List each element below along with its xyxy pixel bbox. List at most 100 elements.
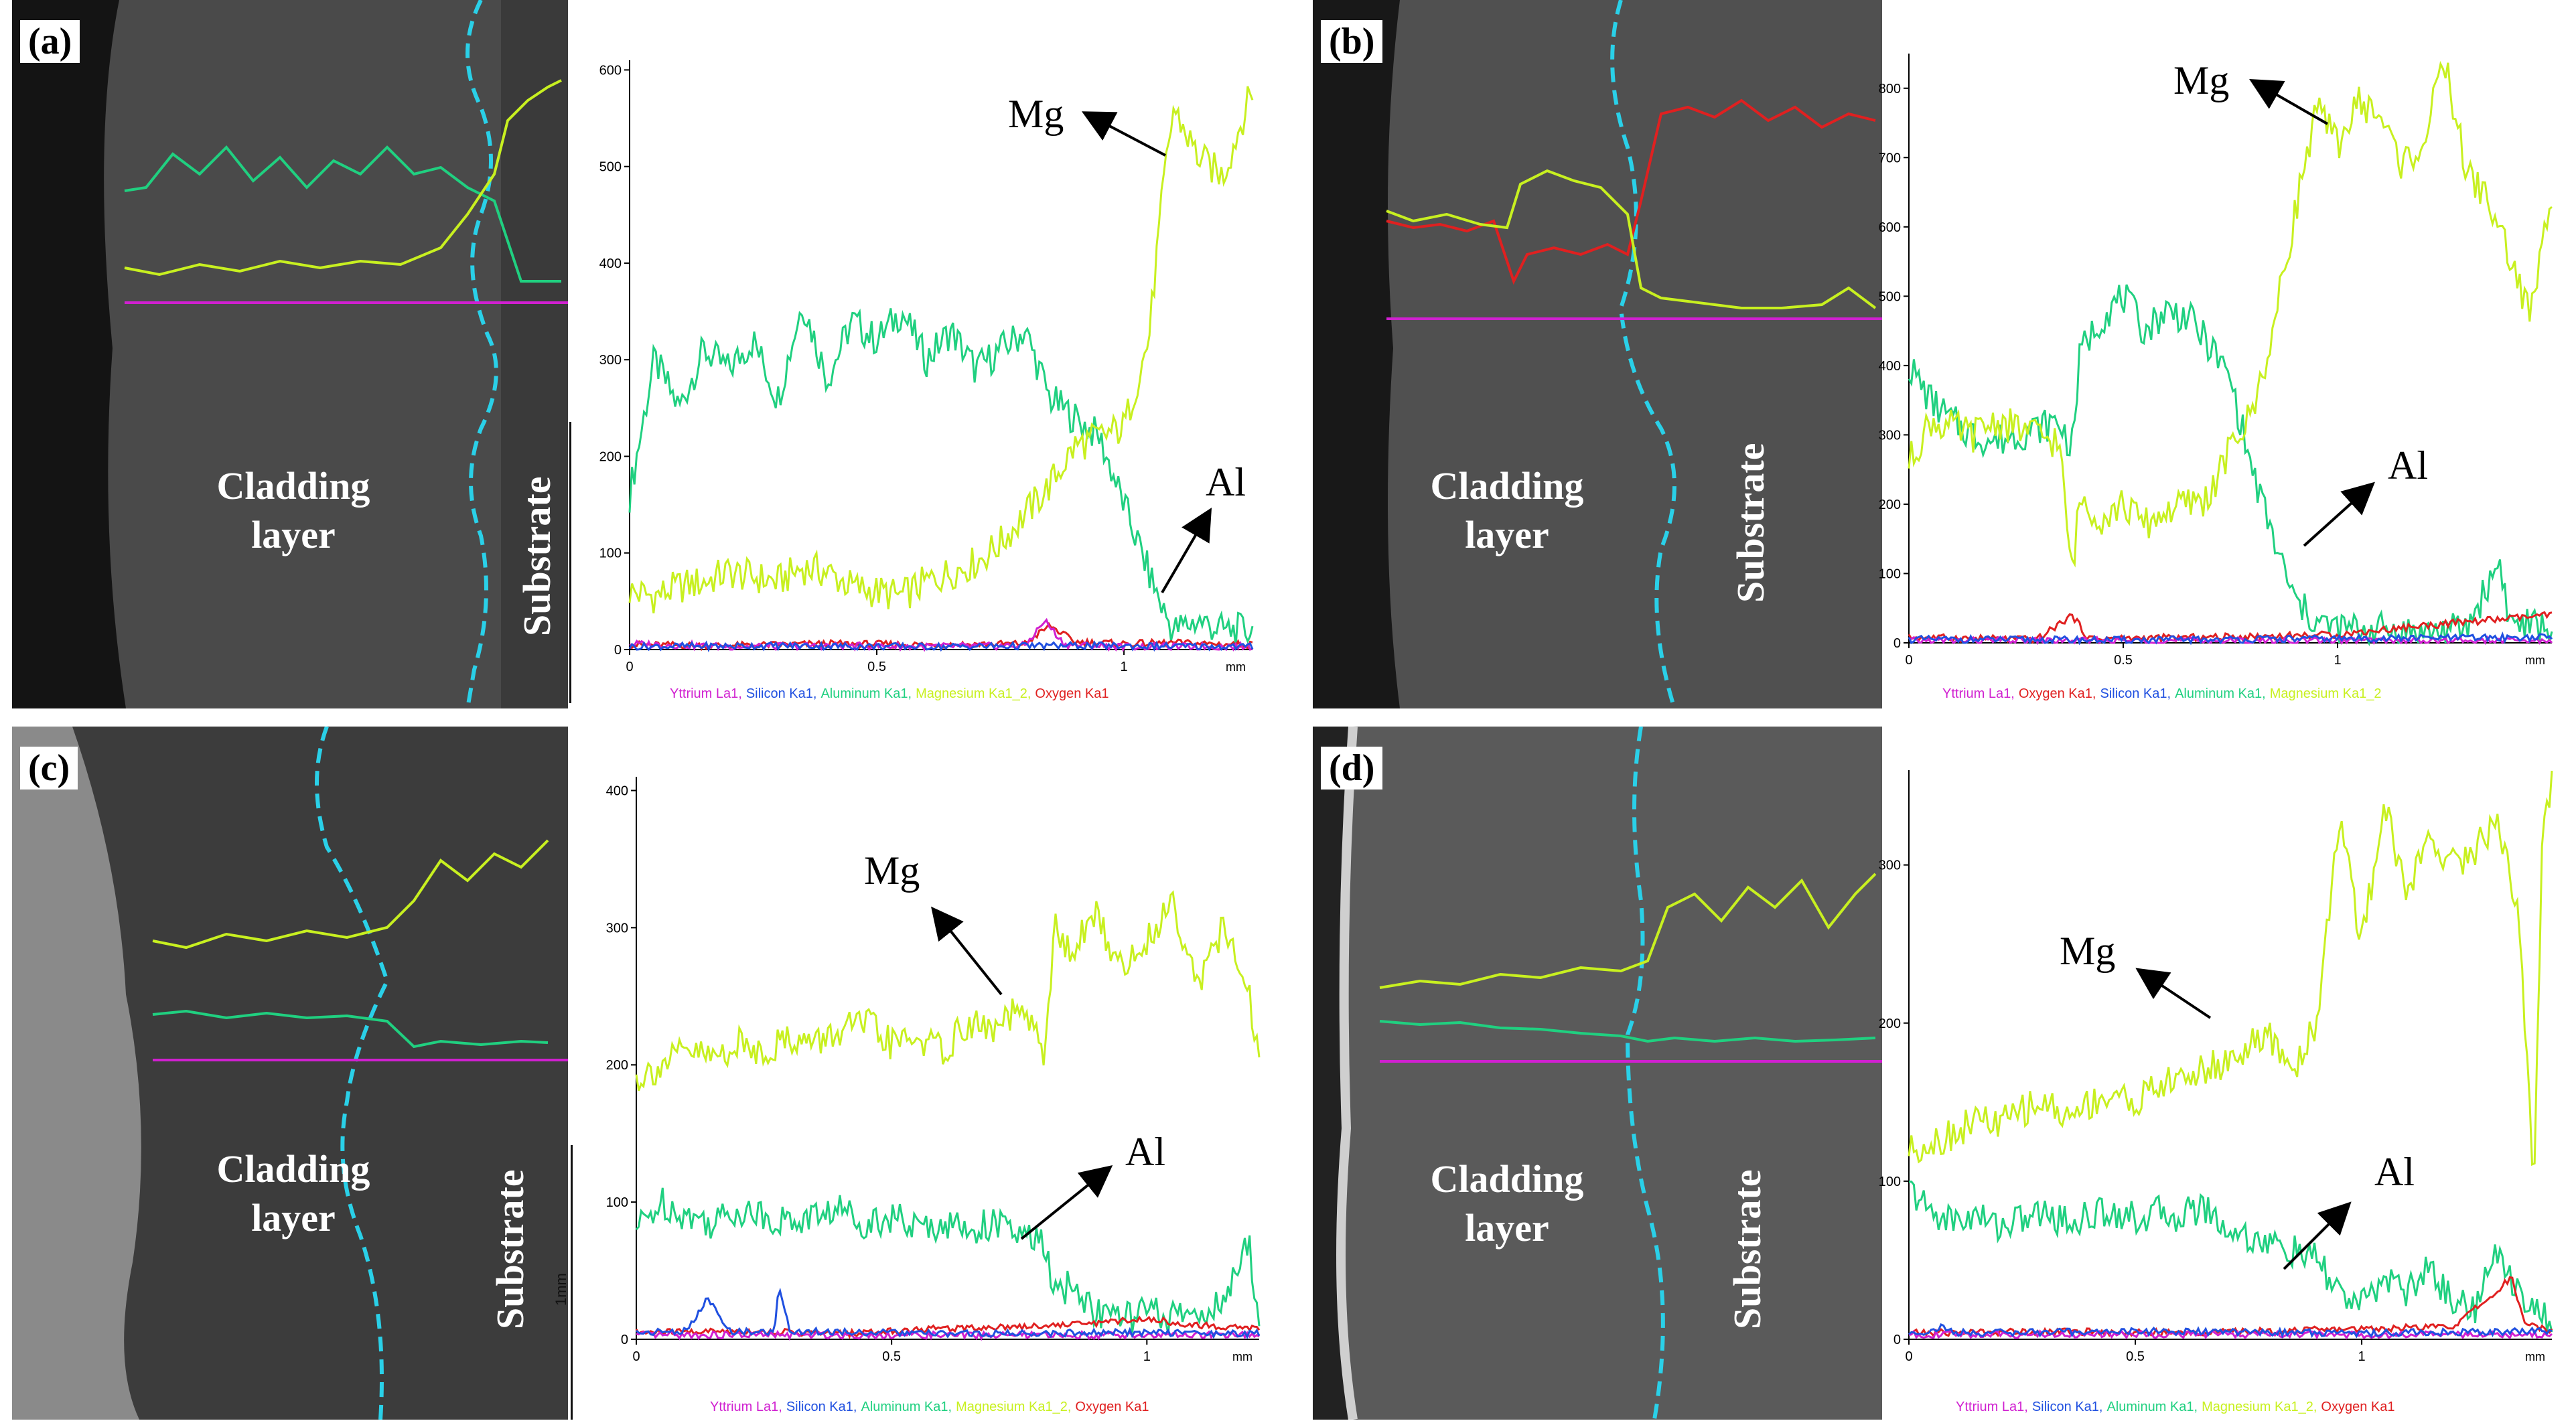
y-tick-label: 500 [1879,289,1901,304]
y-tick-label: 600 [599,63,622,78]
arrow-mg-b2 [2303,481,2375,547]
sem-overlay-al [1386,169,1877,309]
series-line-yttrium [636,1329,1260,1341]
x-tick-label: 0.5 [882,1349,901,1364]
x-axis-label: mm [1232,1350,1253,1363]
x-tick-label: 0 [632,1349,640,1364]
cladding-label-b: Cladding layer [1430,464,1584,556]
legend-entry: Aluminum Ka1, [2175,686,2266,701]
panel-label-b: (b) [1321,20,1383,63]
y-tick-label: 800 [1879,82,1901,96]
arrow-mg-a [1081,111,1166,157]
y-tick-label: 300 [599,353,622,368]
legend-entry: Oxygen Ka1 [2321,1400,2395,1414]
sem-dark-edge [12,0,126,708]
sem-overlay-al [1379,1020,1876,1043]
boundary-line [466,0,498,708]
series-line-yttrium [629,617,1253,652]
legend-a: Yttrium La1, Silicon Ka1, Aluminum Ka1, Mag… [670,686,1113,702]
sem-overlay-mg [1386,98,1876,285]
legend-entry: Aluminum Ka1, [2106,1400,2198,1414]
y-tick-label: 100 [606,1195,628,1210]
annotation-al-d: Al [2374,1150,2415,1194]
series-line-aluminum [628,308,1254,647]
legend-d: Yttrium La1, Silicon Ka1, Aluminum Ka1, Mag… [1956,1400,2399,1415]
y-tick-label: 300 [1879,858,1901,873]
sem-svg-b [1313,0,1882,708]
boundary-line [1625,727,1665,1420]
annotation-al-b: Al [2388,443,2428,487]
y-tick-label: 400 [1879,359,1901,374]
y-tick-label: 200 [1879,498,1901,512]
legend-entry: Yttrium La1, [1942,686,2015,701]
panel-label-a: (a) [20,20,80,63]
x-tick-label: 0 [1905,653,1912,668]
boundary-line [315,727,390,1420]
x-tick-label: 1 [1121,660,1128,674]
chart-c: 0 100 200 300 400 0 0.5 1 mm [606,777,1261,1364]
sem-svg-d [1313,727,1882,1420]
arrow-mg-b [2249,79,2328,125]
sem-background [1313,0,1882,708]
legend-entry: Oxygen Ka1 [1075,1400,1149,1414]
cladding-label-d: Cladding layer [1430,1157,1584,1250]
legend-c: Yttrium La1, Silicon Ka1, Aluminum Ka1, Mag… [710,1400,1153,1415]
legend-entry: Magnesium Ka1_2, [2202,1400,2317,1414]
series-line-oxygen [635,1315,1261,1339]
legend-entry: Magnesium Ka1_2, [916,686,1031,701]
sem-dark-edge [1313,0,1400,708]
arrow-al-c [1020,1165,1113,1240]
sem-overlay-mg [124,79,562,277]
legend-entry: Aluminum Ka1, [820,686,912,701]
annotation-mg-d: Mg [2060,929,2116,973]
x-tick-label: 0.5 [867,660,886,674]
series-line-silicon [1908,631,2553,646]
chart-b: 0 100 200 300 400 500 600 700 800 0 0.5 1 mm [1879,54,2553,668]
arrow-mg-d [2135,968,2212,1019]
x-tick-label: 1 [1143,1349,1151,1364]
y-tick-label: 400 [606,783,628,798]
legend-entry: Silicon Ka1, [2100,686,2171,701]
legend-entry: Yttrium La1, [1956,1400,2028,1414]
y-tick-label: 500 [599,160,622,175]
y-tick-label: 100 [1879,1175,1901,1189]
annotation-mg-a: Mg [1008,92,1064,136]
legend-entry: Magnesium Ka1_2 [2269,686,2382,701]
legend-entry: Yttrium La1, [710,1400,782,1414]
series-line-aluminum [635,1187,1261,1335]
sem-substrate-shade [501,0,568,708]
series-line-oxygen [1908,1276,2553,1338]
y-tick-label: 200 [1879,1017,1901,1031]
sem-image-d: (d) Cladding layer Substrate [1313,727,1882,1420]
sem-overlay-mg [1379,873,1877,989]
annotation-mg-b: Mg [2173,58,2230,102]
cladding-label-c: Cladding layer [216,1147,370,1240]
sem-overlay-al [152,1009,549,1049]
sem-overlay-al [124,145,561,283]
series-line-aluminum [1908,284,2553,647]
sem-svg-a [12,0,568,708]
sem-background [1313,727,1882,1420]
legend-b: Yttrium La1, Oxygen Ka1, Silicon Ka1, Alumi… [1942,686,2385,702]
sem-svg-c [12,727,568,1420]
series-line-silicon [628,640,1254,653]
legend-entry: Oxygen Ka1 [1035,686,1109,701]
chart-a: 0 100 200 300 400 500 600 0 0.5 1 mm [599,60,1254,674]
panel-label-c: (c) [20,747,78,790]
annotation-al-c: Al [1125,1130,1165,1174]
legend-entry: Yttrium La1, [670,686,742,701]
series-line-magnesium [1908,770,2553,1167]
sem-overlay-mg [152,839,549,950]
annotation-mg-c: Mg [864,848,920,893]
y-tick-label: 600 [1879,220,1901,235]
arrow-al-d [2283,1201,2352,1270]
y-tick-label: 0 [614,643,622,658]
scale-bar-c [571,1145,573,1420]
y-tick-label: 0 [1893,636,1901,651]
y-tick-label: 200 [599,449,622,464]
chart-d: 0 100 200 300 0 0.5 1 mm [1879,770,2553,1364]
y-tick-label: 300 [606,921,628,935]
sem-image-a: (a) Cladding layer Substrate [12,0,568,708]
x-tick-label: 1 [2358,1349,2365,1364]
